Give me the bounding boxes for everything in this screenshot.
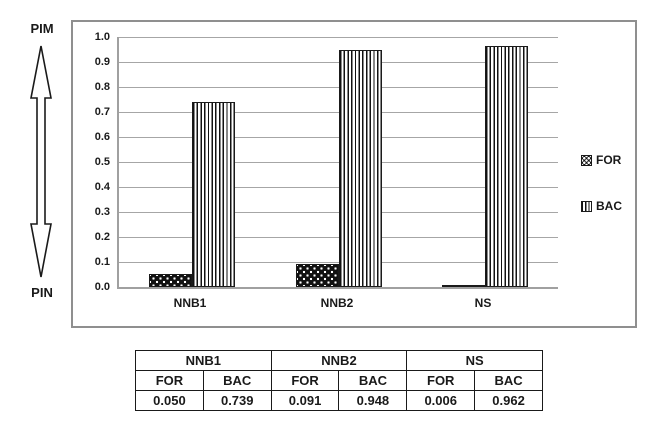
- bar-for-nnb2: [296, 264, 339, 287]
- plot-area: [117, 37, 558, 289]
- legend-item-for: FOR: [581, 153, 622, 167]
- table-column-header-cell: FOR: [135, 370, 204, 391]
- legend-item-bac: BAC: [581, 199, 622, 213]
- legend-label: BAC: [596, 199, 622, 213]
- x-category-label-ns: NS: [474, 296, 492, 310]
- y-tick-label: 0.0: [94, 281, 110, 293]
- data-table: NNB1 NNB2 NS FOR BAC FOR BAC FOR BAC 0.050 0.739 0.…: [135, 350, 543, 411]
- table-row: NNB1 NNB2 NS: [135, 350, 543, 371]
- legend: FOR BAC: [581, 153, 622, 213]
- gridline: [119, 237, 558, 238]
- x-axis-category-labels: NNB1 NNB2 NS: [117, 296, 558, 312]
- y-tick-label: 0.7: [94, 106, 110, 118]
- table-row: 0.050 0.739 0.091 0.948 0.006 0.962: [135, 390, 543, 411]
- up-down-arrow-icon: [30, 45, 52, 278]
- bar-bac-nnb2: [339, 50, 382, 287]
- gridline: [119, 187, 558, 188]
- y-tick-label: 0.4: [94, 181, 110, 193]
- table-group-header-cell: NNB2: [270, 350, 408, 371]
- x-category-label-nnb1: NNB1: [173, 296, 207, 310]
- table-column-header-cell: BAC: [474, 370, 543, 391]
- table-group-header-cell: NNB1: [135, 350, 272, 371]
- gridline: [119, 37, 558, 38]
- table-value-cell: 0.739: [202, 390, 272, 411]
- table-column-header-cell: FOR: [406, 370, 476, 391]
- axis-annotation-pin: PIN: [31, 285, 53, 300]
- bar-bac-nnb1: [192, 102, 235, 287]
- table-row: FOR BAC FOR BAC FOR BAC: [135, 370, 543, 391]
- gridline: [119, 87, 558, 88]
- table-column-header-cell: FOR: [270, 370, 340, 391]
- y-tick-label: 0.1: [94, 256, 110, 268]
- table-column-header-cell: BAC: [202, 370, 272, 391]
- bar-for-ns: [442, 285, 485, 287]
- y-tick-label: 0.3: [94, 206, 110, 218]
- gridline: [119, 262, 558, 263]
- legend-swatch-for-pattern-icon: [581, 154, 592, 166]
- gridline: [119, 62, 558, 63]
- y-tick-label: 0.5: [94, 156, 110, 168]
- table-value-cell: 0.050: [135, 390, 204, 411]
- gridline: [119, 212, 558, 213]
- bar-bac-ns: [485, 46, 528, 287]
- y-axis-tick-labels: 1.0 0.9 0.8 0.7 0.6 0.5 0.4 0.3 0.2 0.1 0.0: [70, 31, 110, 293]
- gridline: [119, 112, 558, 113]
- gridline: [119, 137, 558, 138]
- y-tick-label: 0.8: [94, 81, 110, 93]
- table-value-cell: 0.006: [406, 390, 476, 411]
- y-tick-label: 0.2: [94, 231, 110, 243]
- axis-annotation-pim: PIM: [30, 21, 54, 36]
- y-tick-label: 0.6: [94, 131, 110, 143]
- table-column-header-cell: BAC: [338, 370, 408, 391]
- y-tick-label: 0.9: [94, 56, 110, 68]
- legend-label: FOR: [596, 153, 622, 167]
- bar-for-nnb1: [149, 274, 192, 287]
- table-value-cell: 0.091: [270, 390, 340, 411]
- x-category-label-nnb2: NNB2: [320, 296, 354, 310]
- table-value-cell: 0.962: [474, 390, 543, 411]
- gridline: [119, 162, 558, 163]
- legend-swatch-bac-pattern-icon: [581, 200, 592, 212]
- table-group-header-cell: NS: [406, 350, 543, 371]
- table-value-cell: 0.948: [338, 390, 408, 411]
- y-tick-label: 1.0: [94, 31, 110, 43]
